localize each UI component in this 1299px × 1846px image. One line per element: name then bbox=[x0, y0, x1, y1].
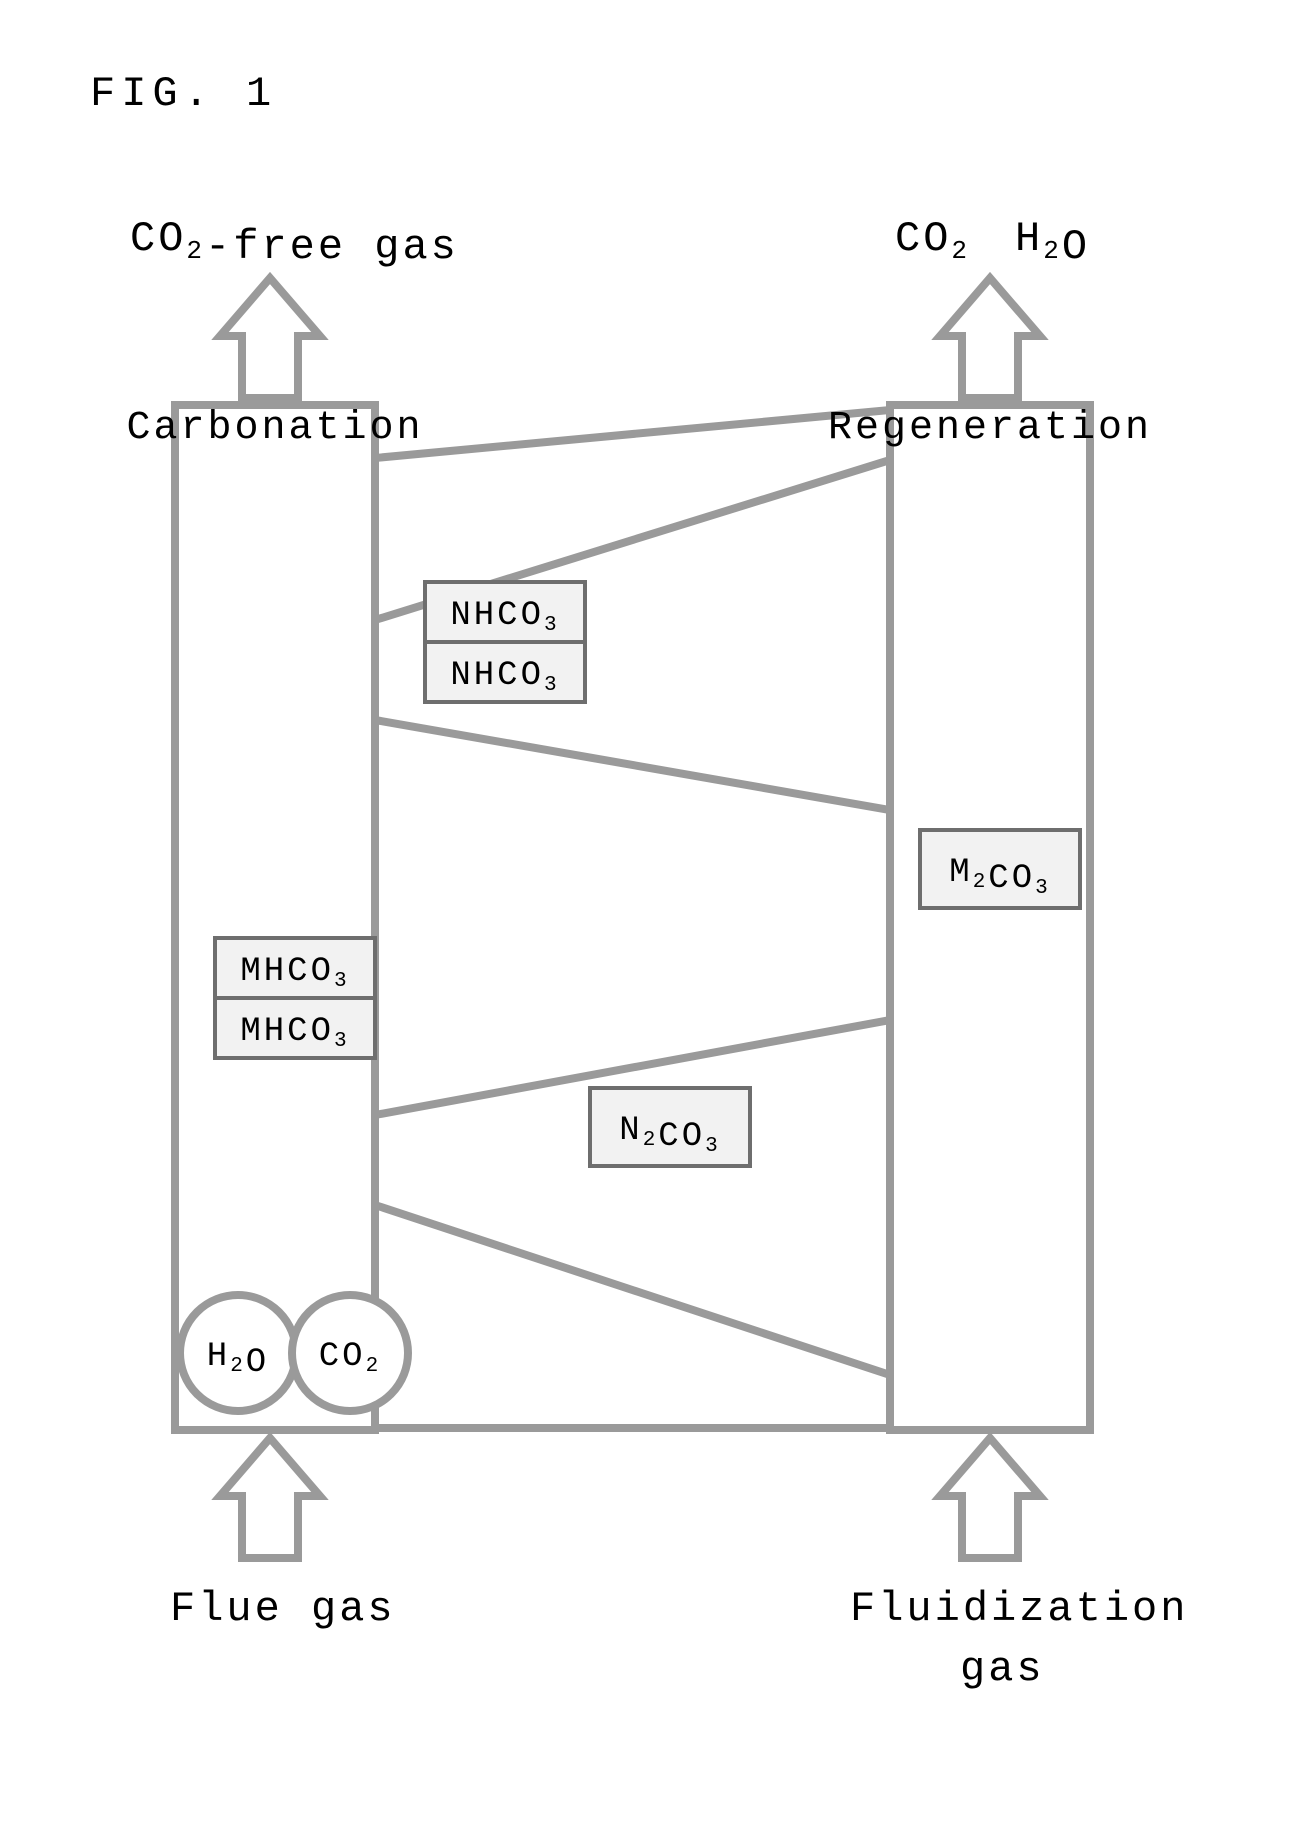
box-nhco3-bottom-text: NHCO3 bbox=[450, 657, 559, 697]
carbonation-column-label: Carbonation bbox=[126, 406, 423, 451]
box-mhco3-top-text: MHCO3 bbox=[240, 953, 349, 993]
arrow-top-left bbox=[220, 278, 320, 398]
box-nhco3-top-text: NHCO3 bbox=[450, 597, 559, 637]
carbonation-column bbox=[175, 405, 375, 1430]
box-mhco3-bottom-text: MHCO3 bbox=[240, 1013, 349, 1053]
arrow-bottom-left bbox=[220, 1438, 320, 1558]
arrow-bottom-right bbox=[940, 1438, 1040, 1558]
label-bottom-right-1: Fluidization bbox=[850, 1585, 1188, 1633]
trapezoid-middle bbox=[375, 720, 890, 1115]
regeneration-column-label: Regeneration bbox=[828, 406, 1152, 451]
label-top-right-b: H2O bbox=[1015, 215, 1090, 271]
regeneration-column bbox=[890, 405, 1090, 1430]
arrow-top-right bbox=[940, 278, 1040, 398]
label-top-left: CO2-free gas bbox=[130, 215, 459, 271]
label-bottom-left: Flue gas bbox=[170, 1585, 396, 1633]
circle-h2o bbox=[180, 1295, 296, 1411]
diagram-canvas: CO2-free gas CO2 H2O Carbonation Regeneratio… bbox=[0, 0, 1299, 1841]
diagram-svg: CO2-free gas CO2 H2O Carbonation Regeneratio… bbox=[0, 0, 1299, 1841]
channel-bottom bbox=[375, 1205, 890, 1428]
label-top-right-a: CO2 bbox=[895, 215, 970, 266]
label-bottom-right-2: gas bbox=[960, 1645, 1045, 1693]
page: FIG. 1 CO2-free gasCO2H2OCarbonationRege… bbox=[0, 0, 1299, 1841]
